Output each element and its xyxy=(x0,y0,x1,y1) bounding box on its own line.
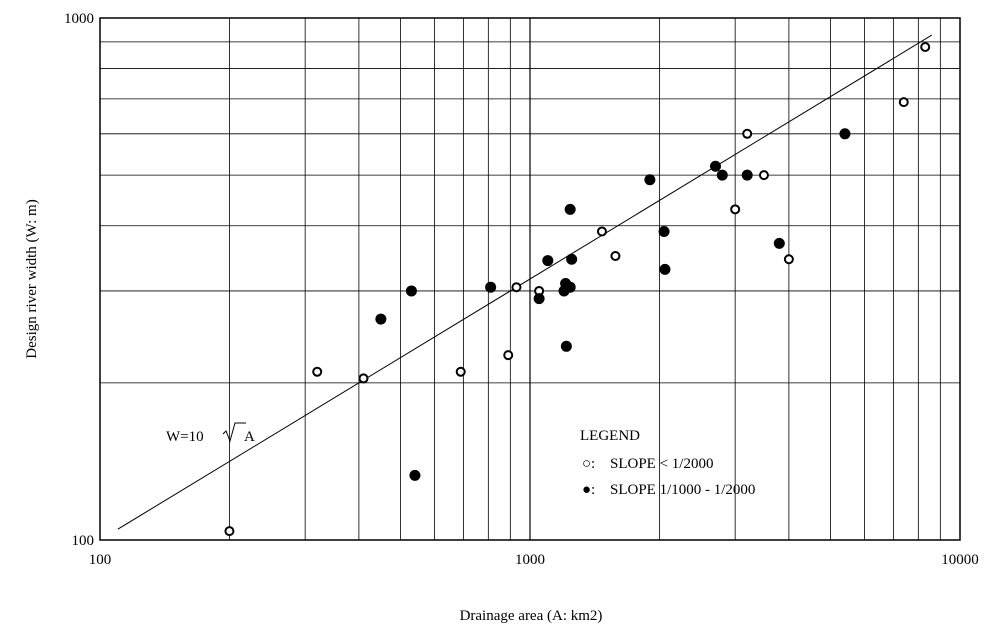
legend: LEGEND ○: SLOPE < 1/2000 ●: SLOPE 1/1000… xyxy=(580,428,755,498)
data-point-open xyxy=(503,350,514,361)
tick-labels: 100 1000 10000 100 1000 xyxy=(64,11,979,568)
data-point-open xyxy=(758,170,769,181)
data-point-filled xyxy=(658,225,670,237)
data-point-open xyxy=(224,526,235,537)
x-axis-label: Drainage area (A: km2) xyxy=(460,608,603,624)
data-point-open xyxy=(610,250,621,261)
x-tick-label: 100 xyxy=(89,552,112,568)
reference-line-label-prefix: W=10 xyxy=(166,429,204,445)
data-point-filled xyxy=(533,293,545,305)
data-point-filled xyxy=(485,281,497,293)
data-point-filled xyxy=(566,253,578,265)
data-point-filled xyxy=(542,255,554,267)
y-tick-label: 100 xyxy=(72,533,95,549)
data-point-open xyxy=(596,226,607,237)
data-point-filled xyxy=(716,169,728,181)
data-point-filled xyxy=(564,281,576,293)
data-point-filled xyxy=(405,285,417,297)
grid xyxy=(100,18,960,540)
reference-line-label-radicand: A xyxy=(244,429,255,445)
data-point-open xyxy=(898,97,909,108)
data-point-open xyxy=(742,128,753,139)
reference-line-group xyxy=(117,34,933,530)
y-tick-label: 1000 xyxy=(64,11,94,27)
reference-line xyxy=(117,34,933,530)
x-tick-label: 1000 xyxy=(515,552,545,568)
data-point-filled xyxy=(409,469,421,481)
data-point-filled xyxy=(659,263,671,275)
reference-line-label: W=10 A xyxy=(166,422,255,445)
data-point-filled xyxy=(644,174,656,186)
legend-filled-label: SLOPE 1/1000 - 1/2000 xyxy=(610,482,755,498)
data-point-filled xyxy=(560,340,572,352)
data-point-filled xyxy=(741,169,753,181)
data-point-open xyxy=(511,282,522,293)
legend-open-marker: ○: xyxy=(582,456,595,472)
data-point-filled xyxy=(375,313,387,325)
data-point-open xyxy=(783,254,794,265)
legend-filled-marker: ●: xyxy=(582,482,595,498)
legend-title: LEGEND xyxy=(580,428,640,444)
plot-frame xyxy=(99,17,961,541)
data-point-filled xyxy=(709,160,721,172)
data-point-open xyxy=(920,41,931,52)
data-point-filled xyxy=(773,237,785,249)
data-point-open xyxy=(455,366,466,377)
legend-open-label: SLOPE < 1/2000 xyxy=(610,456,713,472)
data-point-open xyxy=(358,373,369,384)
data-points xyxy=(224,41,931,537)
data-point-filled xyxy=(839,128,851,140)
data-point-open xyxy=(312,366,323,377)
x-tick-label: 10000 xyxy=(941,552,979,568)
y-axis-label: Design river width (W: m) xyxy=(24,199,40,358)
data-point-filled xyxy=(564,203,576,215)
data-point-open xyxy=(730,204,741,215)
sqrt-symbol xyxy=(222,422,246,443)
